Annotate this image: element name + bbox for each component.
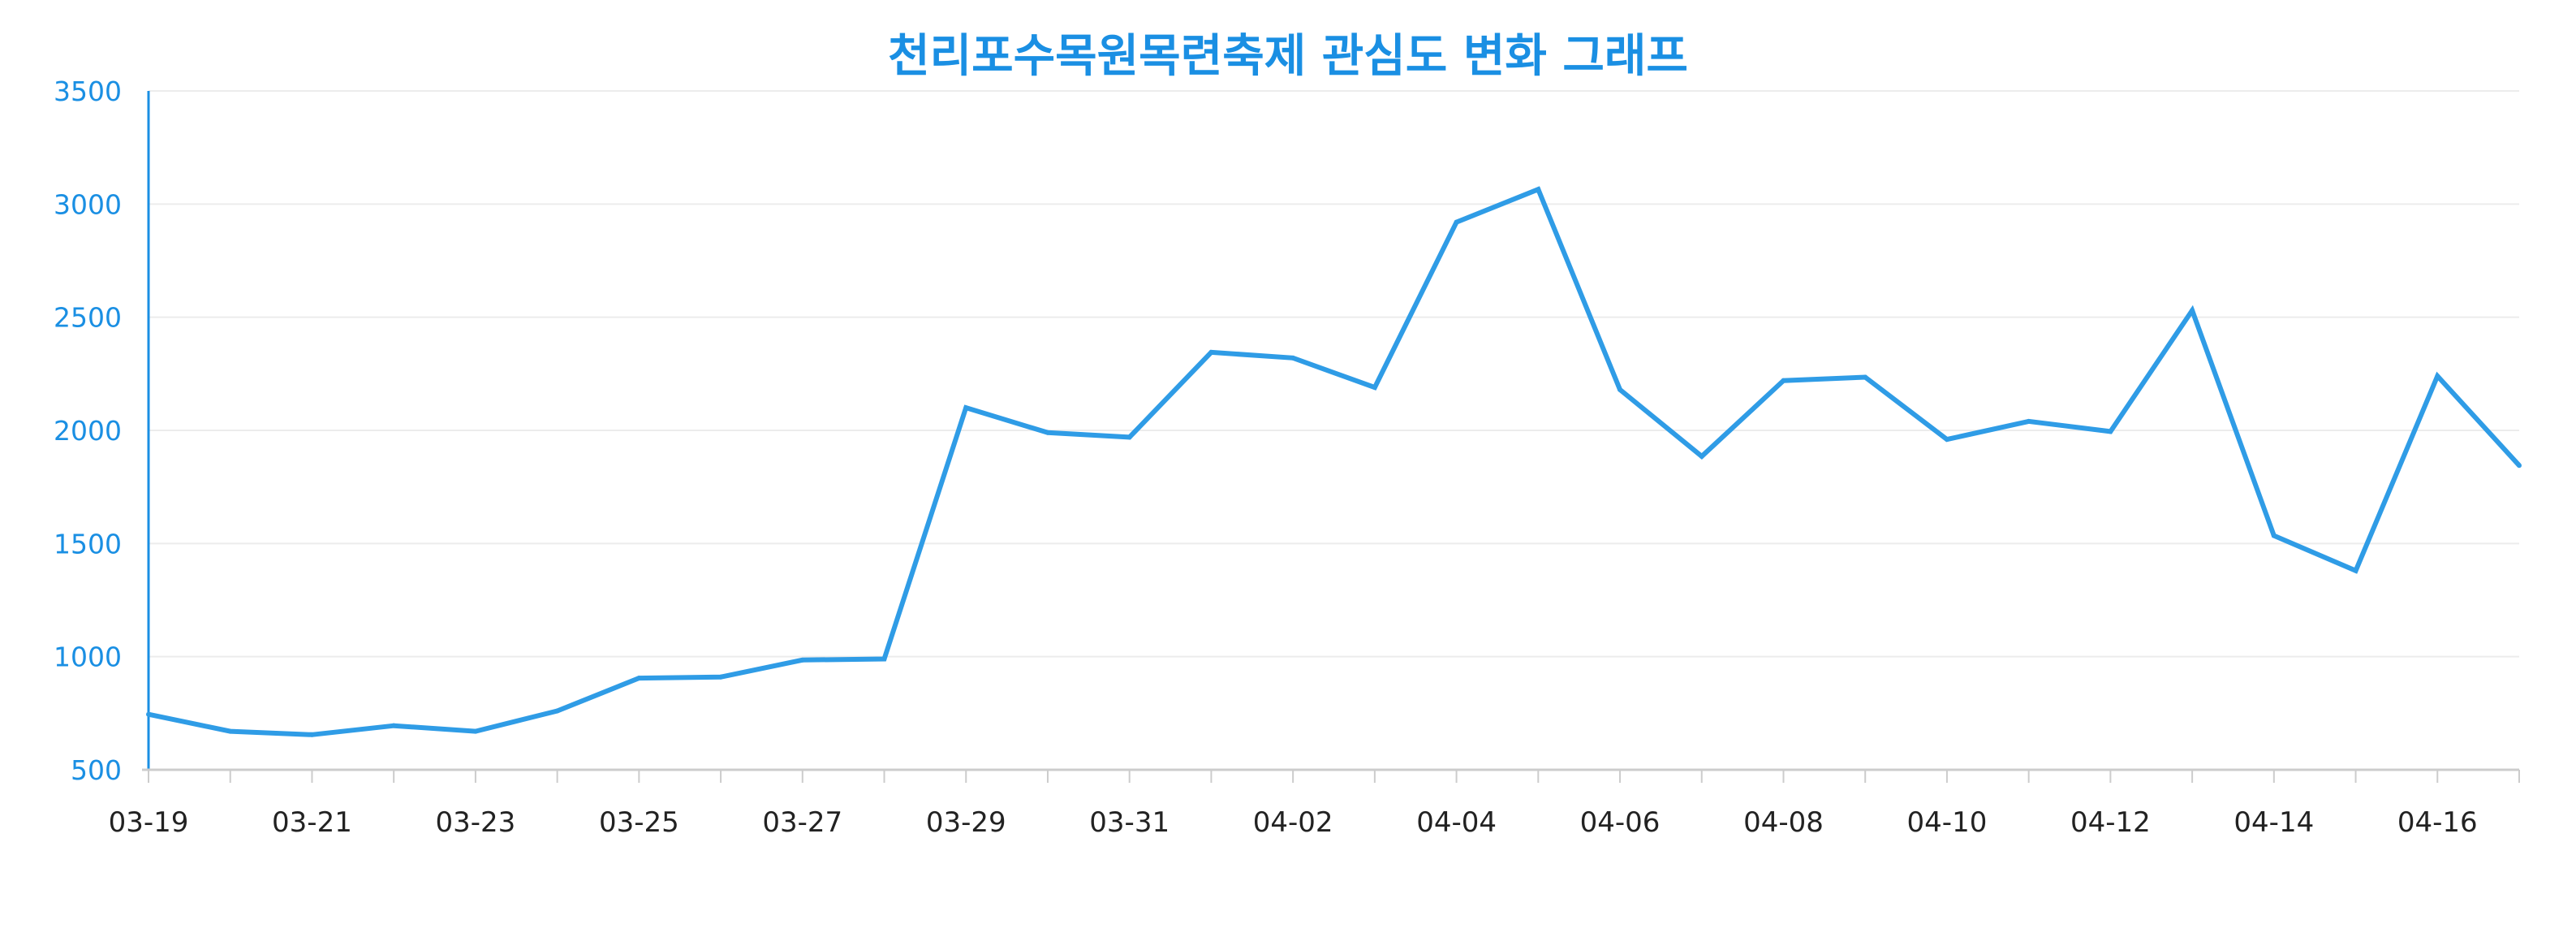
data-point — [2435, 374, 2440, 379]
y-tick-label: 3000 — [54, 188, 122, 220]
data-point — [2108, 429, 2113, 434]
y-tick-label: 2500 — [54, 302, 122, 334]
data-point — [963, 405, 969, 411]
x-tick-label: 03-31 — [1089, 806, 1170, 839]
data-point — [146, 711, 151, 717]
y-tick-label: 1500 — [54, 528, 122, 559]
x-tick-label: 03-29 — [926, 806, 1006, 839]
data-point — [2517, 463, 2522, 469]
x-tick-label: 04-14 — [2234, 806, 2314, 839]
data-point — [472, 728, 478, 734]
data-point — [227, 728, 233, 734]
x-tick-label: 03-25 — [599, 806, 679, 839]
data-point — [1372, 385, 1377, 391]
x-tick-label: 03-19 — [109, 806, 189, 839]
data-point — [1208, 349, 1214, 355]
y-tick-label: 1000 — [54, 641, 122, 673]
data-point — [636, 676, 642, 681]
axes — [142, 91, 2520, 783]
data-point — [881, 656, 887, 662]
series-layer — [146, 186, 2522, 737]
data-point — [2271, 533, 2277, 538]
x-tick-label: 03-21 — [272, 806, 352, 839]
y-tick-label: 2000 — [54, 415, 122, 447]
data-point — [1126, 434, 1132, 440]
x-tick-label: 04-04 — [1416, 806, 1497, 839]
x-tick-label: 04-16 — [2397, 806, 2478, 839]
y-tick-label: 3500 — [54, 76, 122, 107]
data-point — [2353, 568, 2358, 573]
data-point — [1618, 387, 1623, 392]
data-point — [554, 708, 560, 714]
x-tick-label: 04-02 — [1253, 806, 1333, 839]
data-point — [1454, 219, 1459, 225]
x-tick-label: 03-27 — [762, 806, 842, 839]
gridlines — [149, 90, 2519, 658]
data-point — [1290, 355, 1296, 361]
x-tick-label: 04-10 — [1907, 806, 1988, 839]
data-point — [309, 732, 315, 737]
data-point — [1944, 437, 1949, 443]
y-tick-label: 500 — [71, 754, 122, 786]
data-point — [1781, 378, 1786, 383]
x-tick-label: 04-06 — [1580, 806, 1661, 839]
data-point — [1536, 187, 1541, 192]
data-point — [1699, 454, 1704, 460]
chart-title: 천리포수목원목련축제 관심도 변화 그래프 — [888, 30, 1688, 83]
data-point — [1863, 374, 1868, 380]
tick-labels: 500 1000 1500 2000 2500 3000 3500 03-19 03-21 03-… — [54, 76, 2478, 839]
x-tick-label: 04-08 — [1743, 806, 1824, 839]
data-point — [1045, 430, 1050, 435]
data-point — [391, 723, 397, 728]
x-tick-label: 03-23 — [435, 806, 515, 839]
series-line — [148, 186, 2522, 737]
data-point — [718, 674, 724, 680]
data-point — [2026, 418, 2031, 424]
x-tick-label: 04-12 — [2070, 806, 2151, 839]
data-point — [2190, 308, 2195, 313]
data-point — [799, 657, 805, 663]
